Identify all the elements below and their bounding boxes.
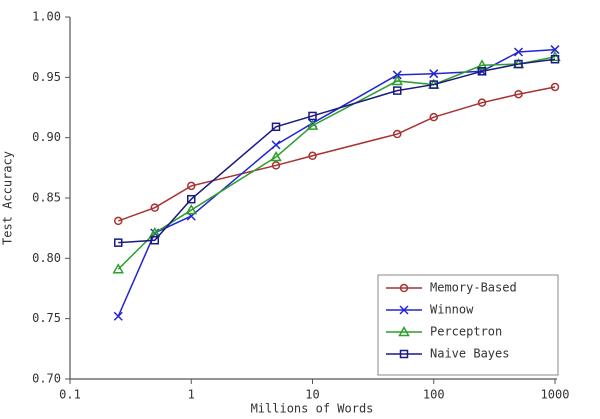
legend-marker (399, 305, 409, 315)
y-tick-label: 0.70 (32, 372, 61, 386)
data-point (550, 82, 560, 92)
data-point (429, 69, 439, 79)
data-point (392, 70, 402, 80)
y-tick-label: 0.95 (32, 70, 61, 84)
x-tick-label: 100 (423, 388, 445, 402)
data-point (271, 161, 281, 170)
y-tick-label: 0.80 (32, 251, 61, 265)
data-point (150, 235, 160, 245)
x-axis-label: Millions of Words (251, 402, 374, 416)
x-tick-label: 10 (305, 388, 319, 402)
data-point (550, 54, 560, 64)
data-point (187, 194, 196, 204)
y-tick-label: 0.85 (32, 191, 61, 205)
y-tick-label: 0.90 (32, 130, 61, 144)
data-point (513, 47, 524, 57)
data-point (393, 129, 402, 139)
data-point (114, 238, 123, 247)
x-tick-label: 0.1 (59, 388, 81, 402)
series-line (117, 56, 556, 270)
y-tick-label: 0.75 (32, 311, 61, 325)
x-tick-label: 1 (188, 388, 195, 402)
legend-marker (399, 283, 409, 293)
series-line (118, 58, 556, 244)
legend-marker (398, 325, 410, 337)
data-point (270, 150, 282, 162)
data-point (514, 89, 523, 99)
legend-box (377, 274, 559, 376)
data-point (477, 98, 487, 107)
series-line (117, 48, 556, 317)
data-point (476, 59, 488, 70)
legend-label: Memory-Based (430, 281, 517, 295)
data-point (477, 67, 487, 76)
data-point (271, 140, 281, 150)
legend-label: Winnow (430, 303, 474, 317)
x-tick-label: 1000 (541, 388, 570, 402)
data-point (306, 119, 319, 130)
data-point (112, 263, 125, 274)
data-point (391, 74, 404, 86)
data-point (114, 216, 123, 226)
data-point (187, 181, 196, 191)
data-point (271, 122, 281, 132)
data-point (308, 111, 317, 121)
data-point (514, 59, 523, 69)
legend-marker (399, 349, 409, 359)
data-point (429, 80, 438, 89)
data-point (550, 45, 560, 55)
y-tick-label: 1.00 (32, 10, 61, 24)
data-point (185, 204, 198, 215)
data-point (113, 311, 123, 321)
data-point (150, 203, 160, 212)
y-axis-label: Test Accuracy (1, 151, 15, 245)
legend-label: Naive Bayes (430, 347, 509, 361)
legend-label: Perceptron (430, 325, 502, 339)
data-point (393, 86, 402, 95)
data-point (308, 151, 317, 161)
series-line (117, 86, 556, 222)
data-point (429, 112, 438, 122)
